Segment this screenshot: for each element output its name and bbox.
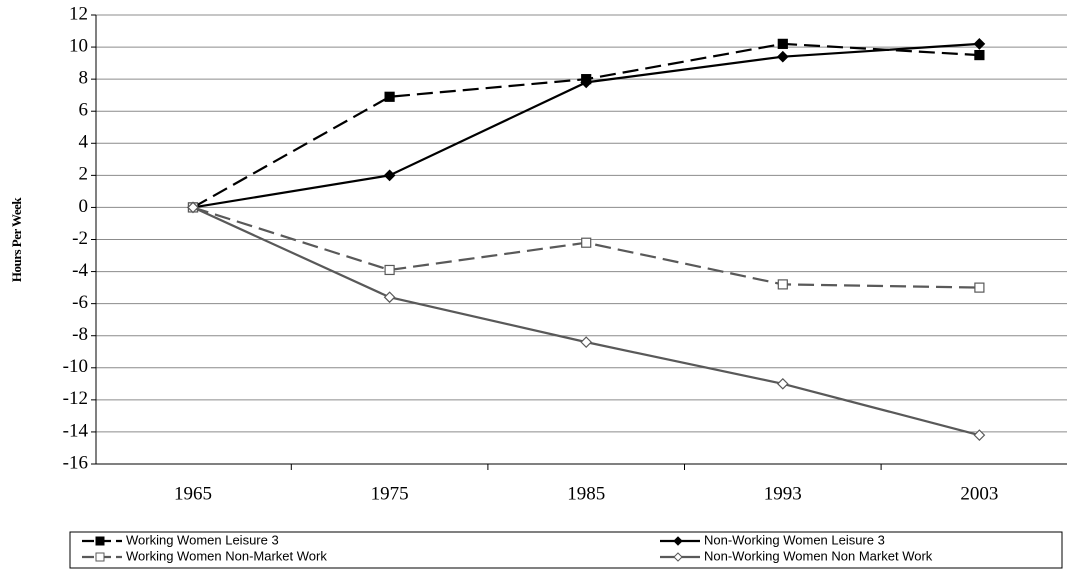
legend-label: Non-Working Women Leisure 3 xyxy=(704,532,885,547)
y-tick-label: -14 xyxy=(63,420,89,441)
marker xyxy=(187,201,199,214)
y-tick-label: -12 xyxy=(63,388,88,409)
marker xyxy=(973,38,986,50)
marker xyxy=(383,291,396,304)
marker xyxy=(581,237,592,248)
legend-label: Working Women Non-Market Work xyxy=(126,548,327,563)
legend-marker xyxy=(95,536,105,546)
x-tick-label: 2003 xyxy=(960,483,998,504)
legend-box xyxy=(69,531,1063,569)
marker xyxy=(776,50,789,63)
y-tick-label: 10 xyxy=(69,35,88,56)
y-tick-label: 4 xyxy=(79,132,89,153)
legend-label: Non-Working Women Non Market Work xyxy=(704,548,933,563)
y-tick-label: -8 xyxy=(72,324,88,345)
marker xyxy=(974,49,985,61)
marker xyxy=(384,264,395,276)
marker xyxy=(580,76,593,89)
marker xyxy=(384,91,395,102)
x-tick-label: 1965 xyxy=(174,483,212,504)
y-axis-label: Hours Per Week xyxy=(9,197,24,283)
x-tick-label: 1985 xyxy=(567,483,605,504)
y-tick-label: -4 xyxy=(72,260,88,281)
series-line xyxy=(192,42,980,209)
y-tick-label: 6 xyxy=(79,100,89,121)
marker xyxy=(973,429,986,441)
legend-marker xyxy=(95,552,105,562)
y-tick-label: 0 xyxy=(79,196,89,217)
y-tick-label: -10 xyxy=(63,356,88,377)
marker xyxy=(776,377,789,390)
series-line xyxy=(192,42,980,209)
y-tick-label: -16 xyxy=(63,452,88,473)
legend-marker xyxy=(673,536,683,546)
x-tick-label: 1975 xyxy=(371,483,409,504)
y-tick-label: 12 xyxy=(69,3,88,24)
legend-label: Working Women Leisure 3 xyxy=(126,532,279,547)
y-tick-label: 8 xyxy=(79,68,89,89)
marker xyxy=(777,38,788,49)
marker xyxy=(974,282,985,293)
y-tick-label: -6 xyxy=(72,292,88,313)
marker xyxy=(777,279,788,290)
marker xyxy=(580,336,593,348)
x-tick-label: 1993 xyxy=(764,483,802,504)
y-tick-label: -2 xyxy=(72,228,88,249)
marker xyxy=(383,169,396,182)
legend-marker xyxy=(673,552,683,562)
y-tick-label: 2 xyxy=(79,164,89,185)
